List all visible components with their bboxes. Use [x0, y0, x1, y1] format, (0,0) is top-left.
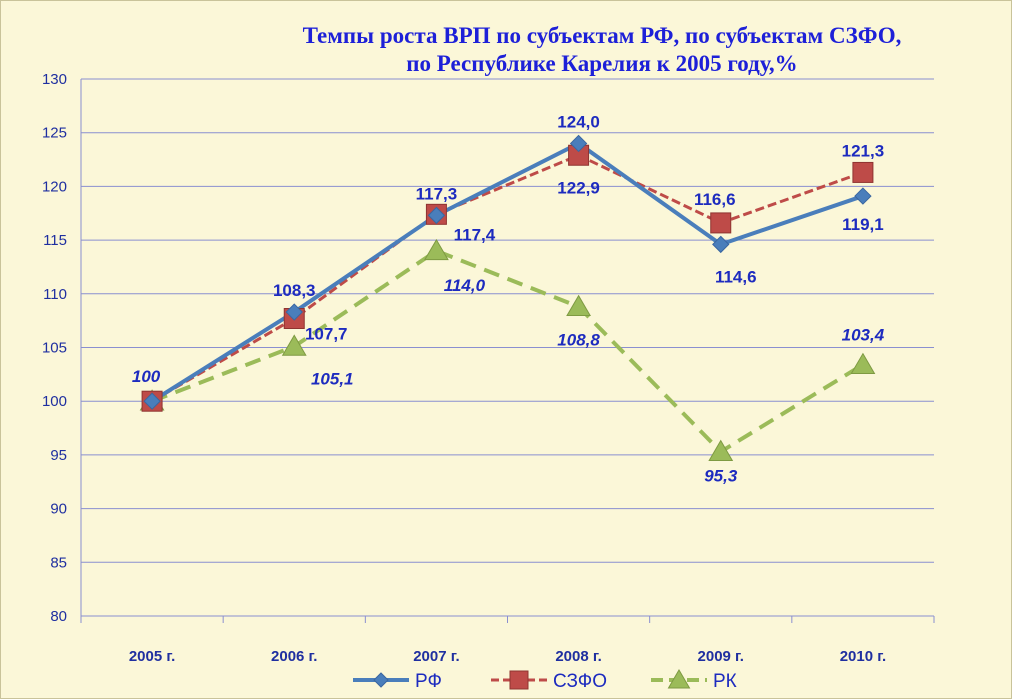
data-label: 103,4	[842, 326, 885, 345]
data-label: 116,6	[694, 190, 736, 209]
data-label: 121,3	[842, 141, 885, 160]
y-axis: 80 85 90 95 100 105 110 115 120 125 130	[42, 71, 67, 625]
y-tick-label: 90	[50, 501, 67, 518]
legend: РФ СЗФО РК	[353, 669, 737, 692]
legend-label: СЗФО	[553, 671, 607, 692]
data-label: 100	[132, 367, 161, 386]
data-label: 107,7	[305, 325, 348, 344]
data-label: 122,9	[557, 178, 600, 197]
y-tick-label: 85	[50, 554, 67, 571]
legend-marker-3	[667, 669, 691, 689]
series-2-point	[710, 212, 732, 234]
y-tick-label: 115	[43, 232, 67, 249]
x-tick-label: 2006 г.	[271, 648, 317, 665]
legend-marker-1	[373, 672, 389, 688]
x-tick-label: 2009 г.	[698, 648, 744, 665]
legend-label: РФ	[415, 671, 442, 692]
y-tick-label: 80	[50, 608, 67, 625]
series-1-point	[427, 206, 446, 225]
x-axis: 2005 г. 2006 г. 2007 г. 2008 г. 2009 г. 2010 …	[129, 648, 886, 665]
series-1-point	[285, 303, 303, 321]
data-label: 105,1	[311, 369, 354, 388]
series-3-point	[281, 334, 307, 356]
series-1-point	[143, 392, 161, 410]
series-1-point	[854, 187, 872, 205]
series-1-point	[569, 134, 588, 153]
series-1-point	[712, 235, 730, 254]
series-3-point	[708, 439, 734, 461]
chart-title-line: по Республике Карелия к 2005 году,%	[406, 51, 797, 76]
y-tick-label: 100	[42, 393, 67, 410]
series-line-2	[151, 153, 864, 403]
data-label: 117,4	[454, 225, 496, 244]
x-tick-label: 2007 г.	[413, 648, 459, 665]
data-label: 117,3	[416, 184, 458, 203]
legend-label: РК	[713, 671, 737, 692]
series-layer	[139, 134, 876, 461]
y-tick-label: 130	[42, 71, 67, 88]
x-tick-label: 2010 г.	[840, 648, 886, 665]
y-tick-label: 125	[42, 125, 67, 142]
data-label: 108,8	[557, 331, 600, 350]
x-tick-label: 2008 г.	[555, 648, 601, 665]
legend-marker-2	[509, 670, 529, 690]
data-labels: 108,3 117,3 124,0 114,6 119,1 107,7 117,4 122,9…	[132, 112, 885, 485]
data-label: 124,0	[557, 112, 600, 131]
data-label: 95,3	[704, 467, 738, 486]
data-label: 114,6	[715, 267, 757, 286]
chart-title: Темпы роста ВРП по субъектам РФ, по субъ…	[303, 23, 902, 76]
y-tick-label: 120	[42, 178, 67, 195]
data-label: 119,1	[842, 215, 884, 234]
x-tick-label: 2005 г.	[129, 648, 175, 665]
series-3-point	[423, 238, 449, 261]
y-tick-label: 105	[42, 340, 67, 357]
y-tick-label: 110	[43, 286, 67, 303]
series-2-point	[852, 161, 874, 183]
series-3-point	[850, 352, 876, 374]
data-label: 108,3	[273, 281, 316, 300]
series-line-1	[151, 141, 864, 403]
series-line-3	[151, 248, 864, 454]
series-3-point	[566, 294, 592, 316]
y-tick-label: 95	[50, 447, 67, 464]
data-label: 114,0	[444, 276, 486, 295]
grid-lines	[80, 78, 935, 623]
chart-title-line: Темпы роста ВРП по субъектам РФ, по субъ…	[303, 23, 902, 48]
